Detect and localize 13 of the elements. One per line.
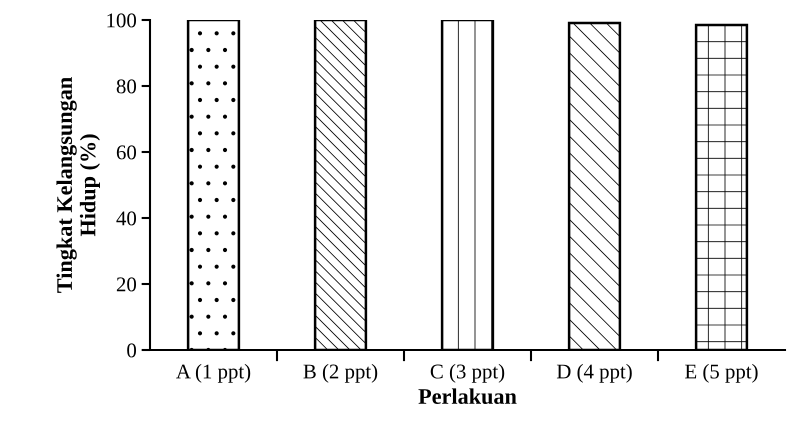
x-axis-title: Perlakuan [418,388,517,404]
y-axis-title: Tingkat Kelangsungan Hidup (%) [56,77,100,293]
y-tick-label: 0 [127,343,136,358]
y-tick-label: 40 [116,211,136,226]
y-tick-label: 20 [116,277,136,292]
x-tick-label: D (4 ppt) [556,364,632,383]
y-tick-label: 100 [107,13,136,28]
y-tick-label: 60 [116,145,136,160]
x-tick-label: A (1 ppt) [176,364,250,383]
x-tick-label: C (3 ppt) [430,364,504,383]
x-tick-label: B (2 ppt) [303,364,378,383]
x-tick-label: E (5 ppt) [685,364,758,383]
y-tick-label: 80 [116,79,136,94]
